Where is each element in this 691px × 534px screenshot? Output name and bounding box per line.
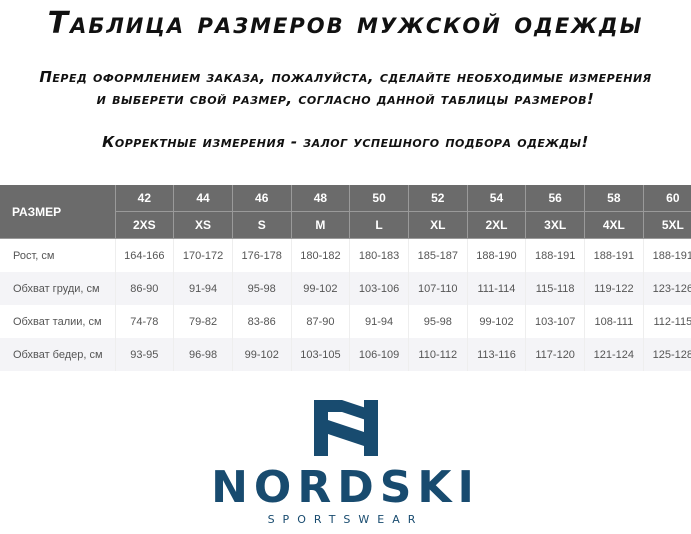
size-number: 42	[114, 185, 174, 212]
size-number: 52	[407, 185, 468, 212]
table-cell: 125-128	[642, 338, 691, 371]
table-cell: 87-90	[290, 305, 350, 338]
table-cell: 108-111	[584, 305, 644, 338]
table-cell: 180-183	[349, 238, 409, 272]
table-cell: 188-191	[525, 238, 585, 272]
size-number: 54	[466, 185, 526, 212]
intro-line-1: Перед оформлением заказа, пожалуйста, сд…	[39, 68, 652, 86]
table-cell: 99-102	[466, 305, 526, 338]
table-row: Рост, см 164-166 170-172 176-178 180-182 180-…	[0, 238, 691, 272]
size-number: 60	[642, 185, 691, 212]
table-cell: 164-166	[114, 238, 174, 272]
size-letter: 2XS	[114, 211, 174, 239]
table-cell: 170-172	[173, 238, 233, 272]
table-cell: 188-190	[466, 238, 526, 272]
page-title: Таблица размеров мужской одежды	[47, 6, 644, 41]
brand-tagline: SPORTSWEAR	[267, 513, 424, 526]
table-cell: 185-187	[407, 238, 468, 272]
size-letter: S	[231, 211, 292, 239]
table-cell: 188-191	[584, 238, 644, 272]
table-cell: 91-94	[349, 305, 409, 338]
size-letter: 4XL	[584, 211, 644, 239]
nordski-logo	[0, 398, 691, 462]
table-cell: 103-107	[525, 305, 585, 338]
table-cell: 103-106	[349, 272, 409, 305]
table-cell: 119-122	[584, 272, 644, 305]
intro-line-2: и выберети свой размер, согласно данной …	[96, 90, 595, 108]
table-cell: 121-124	[584, 338, 644, 371]
table-cell: 95-98	[407, 305, 468, 338]
table-cell: 86-90	[114, 272, 174, 305]
size-letter: 5XL	[642, 211, 691, 239]
table-cell: 107-110	[407, 272, 468, 305]
table-cell: 115-118	[525, 272, 585, 305]
table-cell: 99-102	[290, 272, 350, 305]
table-cell: 113-116	[466, 338, 526, 371]
table-cell: 95-98	[231, 272, 292, 305]
brand-name: NORDSKI	[211, 462, 480, 513]
note: Корректные измерения - залог успешного п…	[102, 133, 589, 151]
header-label: РАЗМЕР	[0, 185, 115, 239]
size-letter: 2XL	[466, 211, 526, 239]
table-cell: 110-112	[407, 338, 468, 371]
table-cell: 96-98	[173, 338, 233, 371]
size-table-wrapper: РАЗМЕР 42 44 46 48 50 52 54 56 58 60 2XS XS S M L XL 2XL…	[0, 185, 691, 371]
table-cell: 111-114	[466, 272, 526, 305]
size-number: 46	[231, 185, 292, 212]
table-cell: 74-78	[114, 305, 174, 338]
table-row: Обхват груди, см 86-90 91-94 95-98 99-102 103…	[0, 272, 691, 305]
table-row: Обхват талии, см 74-78 79-82 83-86 87-90 91-9…	[0, 305, 691, 338]
size-letter: XL	[407, 211, 468, 239]
table-cell: 93-95	[114, 338, 174, 371]
table-cell: 83-86	[231, 305, 292, 338]
size-number: 58	[584, 185, 644, 212]
row-label: Обхват бедер, см	[0, 338, 115, 371]
size-letter: M	[290, 211, 350, 239]
table-cell: 106-109	[349, 338, 409, 371]
size-number: 48	[290, 185, 350, 212]
size-letter-row: 2XS XS S M L XL 2XL 3XL 4XL 5XL	[0, 211, 691, 239]
size-number: 56	[525, 185, 585, 212]
table-cell: 180-182	[290, 238, 350, 272]
size-number: 50	[349, 185, 409, 212]
table-cell: 112-115	[642, 305, 691, 338]
table-cell: 79-82	[173, 305, 233, 338]
row-label: Рост, см	[13, 249, 55, 262]
table-cell: 188-191	[642, 238, 691, 272]
row-label: Обхват талии, см	[13, 315, 102, 328]
size-letter: 3XL	[525, 211, 585, 239]
size-number: 44	[173, 185, 233, 212]
table-cell: 103-105	[290, 338, 350, 371]
table-cell: 91-94	[173, 272, 233, 305]
table-row: Обхват бедер, см 93-95 96-98 99-102 103-105 1…	[0, 338, 691, 371]
table-cell: 117-120	[525, 338, 585, 371]
row-label: Обхват груди, см	[0, 272, 115, 305]
size-table: РАЗМЕР 42 44 46 48 50 52 54 56 58 60 2XS XS S M L XL 2XL…	[0, 185, 691, 371]
table-cell: 176-178	[231, 238, 292, 272]
size-number-row: РАЗМЕР 42 44 46 48 50 52 54 56 58 60	[0, 185, 691, 239]
table-cell: 99-102	[231, 338, 292, 371]
table-cell: 123-126	[642, 272, 691, 305]
size-letter: L	[349, 211, 409, 239]
n-logo-icon	[313, 400, 378, 456]
size-letter: XS	[173, 211, 233, 239]
